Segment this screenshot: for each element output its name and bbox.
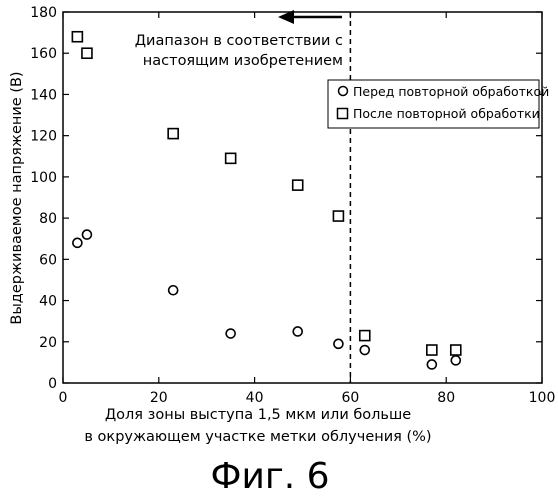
point-before-reprocessing	[293, 327, 302, 336]
annotation-line-2: настоящим изобретением	[143, 53, 343, 69]
point-after-reprocessing	[293, 180, 303, 190]
y-axis-label: Выдерживаемое напряжение (В)	[9, 71, 25, 324]
y-tick-label: 120	[30, 129, 57, 145]
y-tick-label: 40	[39, 294, 57, 310]
legend-label-after: После повторной обработки	[353, 106, 540, 121]
x-tick-label: 20	[150, 390, 168, 406]
x-tick-label: 100	[529, 390, 556, 406]
figure-caption: Фиг. 6	[210, 456, 329, 497]
y-tick-label: 160	[30, 46, 57, 62]
x-tick-label: 0	[59, 390, 68, 406]
legend: Перед повторной обработкой После повторн…	[328, 80, 549, 128]
y-tick-label: 0	[48, 376, 57, 392]
point-before-reprocessing	[334, 339, 343, 348]
point-before-reprocessing	[427, 360, 436, 369]
legend-circle-marker	[339, 87, 348, 96]
x-axis-ticks: 0 20 40 60 80 100	[59, 12, 556, 406]
point-before-reprocessing	[169, 286, 178, 295]
legend-label-before: Перед повторной обработкой	[353, 84, 549, 99]
point-after-reprocessing	[168, 129, 178, 139]
point-before-reprocessing	[73, 238, 82, 247]
point-after-reprocessing	[427, 345, 437, 355]
x-tick-label: 40	[246, 390, 264, 406]
point-after-reprocessing	[360, 331, 370, 341]
x-axis-label-line-1: Доля зоны выступа 1,5 мкм или больше	[105, 407, 411, 423]
point-before-reprocessing	[226, 329, 235, 338]
point-after-reprocessing	[72, 32, 82, 42]
annotation-line-1: Диапазон в соответствии с	[135, 33, 343, 49]
point-after-reprocessing	[226, 153, 236, 163]
point-before-reprocessing	[360, 346, 369, 355]
legend-square-marker	[338, 109, 348, 119]
x-axis-label-line-2: в окружающем участке метки облучения (%)	[84, 429, 431, 445]
point-after-reprocessing	[333, 211, 343, 221]
y-tick-label: 20	[39, 335, 57, 351]
y-tick-label: 100	[30, 170, 57, 186]
point-after-reprocessing	[82, 48, 92, 58]
y-tick-label: 80	[39, 211, 57, 227]
y-tick-label: 60	[39, 252, 57, 268]
point-before-reprocessing	[82, 230, 91, 239]
y-tick-label: 140	[30, 87, 57, 103]
x-tick-label: 60	[341, 390, 359, 406]
point-before-reprocessing	[451, 356, 460, 365]
y-tick-label: 180	[30, 5, 57, 21]
x-tick-label: 80	[437, 390, 455, 406]
point-after-reprocessing	[451, 345, 461, 355]
